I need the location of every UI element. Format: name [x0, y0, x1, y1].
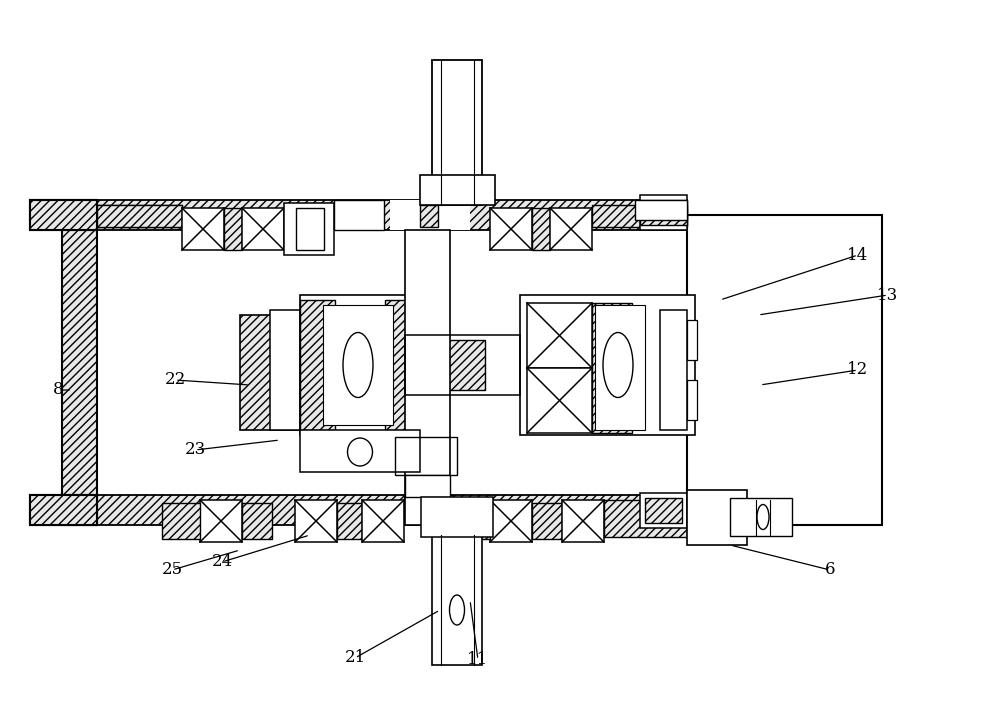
Bar	[334, 200, 384, 230]
Bar	[224, 208, 242, 250]
Bar	[595, 305, 645, 430]
Text: 13: 13	[877, 287, 899, 303]
Bar	[315, 435, 405, 470]
Bar	[30, 495, 97, 525]
Bar	[687, 215, 882, 525]
Bar	[420, 175, 495, 205]
Bar	[550, 208, 592, 250]
Bar	[242, 503, 272, 539]
Bar	[532, 208, 550, 250]
Bar	[604, 500, 687, 537]
Bar	[300, 300, 335, 430]
Bar	[30, 200, 97, 230]
Bar	[182, 208, 224, 250]
Bar	[432, 535, 482, 665]
Bar	[296, 208, 324, 250]
Ellipse shape	[450, 595, 464, 625]
Ellipse shape	[757, 505, 769, 529]
Bar	[362, 500, 404, 542]
Bar	[405, 475, 450, 497]
Bar	[432, 60, 482, 205]
Bar	[592, 303, 632, 433]
Bar	[747, 502, 792, 532]
Bar	[660, 310, 687, 430]
Bar	[640, 493, 687, 528]
Bar	[240, 315, 300, 430]
Bar	[532, 503, 562, 539]
Bar	[490, 208, 532, 250]
Bar	[97, 205, 182, 227]
Bar	[527, 303, 592, 368]
Bar	[395, 437, 457, 475]
Bar	[270, 310, 300, 430]
Bar	[635, 200, 687, 220]
Bar	[421, 497, 493, 537]
Bar	[62, 215, 97, 525]
Text: 21: 21	[344, 650, 366, 666]
Bar	[520, 295, 695, 435]
Ellipse shape	[348, 438, 372, 466]
Bar	[337, 503, 362, 539]
Text: 23: 23	[184, 441, 206, 458]
Bar	[562, 500, 604, 542]
Bar	[640, 195, 687, 230]
Bar	[687, 490, 747, 545]
Bar	[323, 305, 393, 425]
Bar	[405, 335, 520, 395]
Bar	[162, 503, 200, 539]
Bar	[420, 205, 438, 227]
Bar	[30, 495, 97, 525]
Bar	[687, 320, 697, 360]
Bar	[300, 430, 420, 472]
Bar	[385, 300, 420, 430]
Bar	[632, 315, 687, 430]
Bar	[295, 500, 337, 542]
Bar	[97, 205, 182, 227]
Bar	[390, 200, 470, 230]
Text: 24: 24	[211, 554, 233, 570]
Bar	[454, 503, 490, 539]
Ellipse shape	[343, 333, 373, 398]
Bar	[404, 495, 454, 520]
Bar	[200, 500, 242, 542]
Bar	[30, 200, 97, 230]
Text: 8: 8	[53, 381, 63, 399]
Text: 6: 6	[825, 562, 835, 578]
Bar	[640, 200, 687, 225]
Text: 22: 22	[164, 372, 186, 388]
Bar	[645, 498, 682, 523]
Bar	[730, 498, 792, 536]
Bar	[284, 203, 334, 255]
Text: 12: 12	[847, 362, 869, 378]
Bar	[300, 295, 420, 435]
Bar	[97, 200, 687, 230]
Text: 11: 11	[467, 651, 489, 669]
Bar	[242, 208, 284, 250]
Bar	[97, 495, 687, 525]
Text: 14: 14	[847, 246, 869, 264]
Bar	[592, 205, 687, 227]
Bar	[420, 340, 485, 390]
Bar	[527, 368, 592, 433]
Bar	[405, 230, 450, 525]
Text: 25: 25	[161, 562, 183, 578]
Ellipse shape	[603, 333, 633, 398]
Bar	[687, 380, 697, 420]
Bar	[490, 500, 532, 542]
